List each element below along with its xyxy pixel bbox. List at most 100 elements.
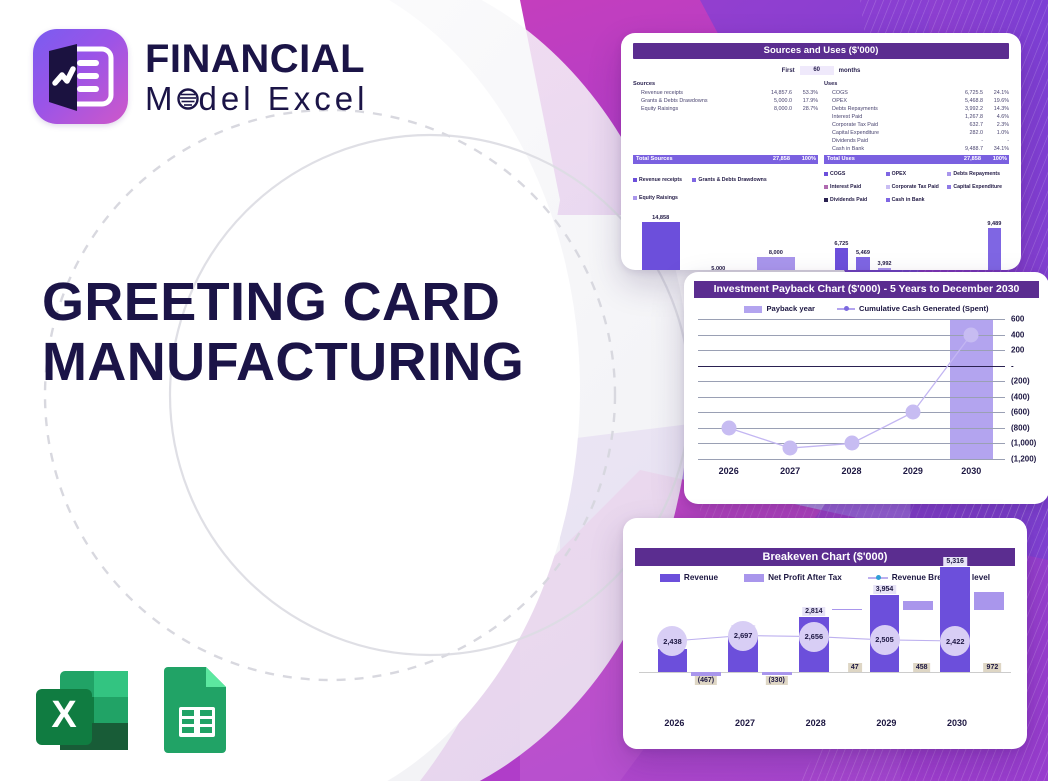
legend-line	[867, 574, 888, 580]
breakeven-card: Breakeven Chart ($'000) Revenue Net Prof…	[623, 518, 1027, 749]
row-value: 5,000.0	[774, 98, 792, 104]
poster-left-panel: FINANCIAL M del Excel	[30, 29, 525, 762]
legend-item: Cumulative Cash Generated (Spent)	[837, 304, 989, 313]
row-name: Capital Expenditure	[832, 130, 880, 136]
row-value: 9,488.7	[965, 146, 983, 152]
legend-swatch	[659, 573, 680, 582]
row-value: -	[981, 138, 983, 144]
y-tick: (1,000)	[1011, 438, 1037, 448]
y-tick: 600	[1011, 314, 1025, 324]
revenue-label: 5,316	[943, 557, 967, 567]
svg-text:X: X	[51, 694, 77, 736]
row-name: Cash in Bank	[832, 146, 865, 152]
table-row: Dividends Paid - -	[824, 137, 1009, 145]
legend-item: COGS	[824, 169, 880, 180]
total-value: 27,858	[963, 156, 981, 162]
investment-payback-card: Investment Payback Chart ($'000) - 5 Yea…	[684, 272, 1048, 504]
npat-label: (467)	[694, 676, 718, 686]
npat-label: 47	[847, 662, 862, 672]
npat-bar	[691, 671, 721, 677]
table-row: Equity Raisings 8,000.0 28.7%	[633, 105, 818, 113]
table-row: Capital Expenditure 282.0 1.0%	[824, 129, 1009, 137]
x-tick: 2030	[947, 718, 968, 728]
x-tick: 2029	[876, 718, 897, 728]
uses-total-row: Total Uses 27,858 100%	[824, 155, 1009, 164]
bar-label: 6,725	[834, 241, 849, 247]
legend-item: Equity Raisings	[633, 195, 678, 201]
npat-bar	[832, 609, 863, 611]
table-row: Grants & Debts Drawdowns 5,000.0 17.9%	[633, 97, 818, 105]
table-row: Revenue receipts 14,857.6 53.3%	[633, 89, 818, 97]
y-tick: 200	[1011, 345, 1025, 355]
legend-item: Revenue receipts	[633, 177, 682, 183]
x-tick: 2028	[805, 718, 826, 728]
revenue-label: 2,814	[802, 606, 826, 616]
data-point	[721, 420, 737, 436]
row-value: 282.0	[969, 130, 984, 136]
y-tick: (800)	[1011, 423, 1030, 433]
breakeven-plot: 1,140 (467) 1,848 (330) 2,814 47 3,954 4…	[639, 557, 1011, 728]
table-row: OPEX 5,468.8 19.6%	[824, 97, 1009, 105]
row-pct: 34.1%	[993, 146, 1009, 152]
legend-item: Dividends Paid	[824, 194, 880, 205]
row-pct: 14.3%	[993, 106, 1009, 112]
bar-label: 14,858	[652, 215, 670, 221]
legend-item: Debts Repayments	[947, 169, 1003, 180]
total-value: 27,858	[772, 156, 790, 162]
breakeven-point: 2,422	[940, 626, 971, 656]
breakeven-title: Breakeven Chart ($'000)	[635, 548, 1015, 566]
data-point	[844, 435, 859, 451]
legend-swatch	[744, 573, 765, 582]
row-value: 632.7	[969, 122, 984, 128]
y-tick: (400)	[1011, 392, 1030, 402]
row-pct: 17.9%	[802, 98, 818, 104]
y-tick: (1,200)	[1011, 454, 1037, 464]
total-pct: 100%	[801, 156, 816, 162]
bar: 3,992	[878, 261, 892, 270]
npat-label: 972	[983, 662, 1002, 672]
payback-plot: 600 400 200 - (200) (400) (600) (800) (1…	[698, 315, 1036, 476]
uses-bar-chart: 6,725 5,469 3,992 1,268	[831, 208, 1011, 270]
bar: 5,469	[856, 250, 870, 270]
period-months-input[interactable]: 60	[799, 66, 834, 75]
row-pct: 53.3%	[802, 90, 818, 96]
brand-name-secondary: M del Excel	[145, 79, 369, 117]
y-tick: -	[1011, 361, 1014, 371]
table-row: COGS 6,725.5 24.1%	[824, 89, 1009, 97]
sources-total-row: Total Sources 27,858 100%	[633, 155, 818, 164]
sources-uses-title: Sources and Uses ($'000)	[633, 43, 1009, 59]
google-sheets-icon	[160, 663, 234, 762]
npat-bar	[973, 591, 1004, 611]
payback-legend: Payback year Cumulative Cash Generated (…	[684, 304, 1048, 313]
row-pct: 19.6%	[993, 98, 1009, 104]
legend-item: Revenue Breakeven level	[867, 573, 990, 582]
breakeven-point: 2,656	[798, 621, 829, 652]
breakeven-point: 2,505	[869, 624, 900, 655]
x-tick: 2027	[780, 466, 801, 476]
period-row: First 60 months	[621, 66, 1021, 75]
app-badges: X	[30, 663, 234, 762]
brand-name-primary: FINANCIAL	[145, 36, 366, 81]
y-tick: (600)	[1011, 407, 1030, 417]
breakeven-point: 2,438	[657, 626, 688, 656]
payback-year-band	[949, 319, 993, 459]
bar-label: 3,992	[877, 261, 892, 267]
row-name: Interest Paid	[832, 114, 863, 120]
row-value: 14,857.6	[771, 90, 792, 96]
total-name: Total Uses	[827, 156, 855, 162]
uses-header: Uses	[824, 81, 838, 87]
payback-title: Investment Payback Chart ($'000) - 5 Yea…	[694, 281, 1039, 298]
table-row: Corporate Tax Paid 632.7 2.3%	[824, 121, 1009, 129]
period-label-first: First	[781, 67, 795, 74]
page-title: GREETING CARD MANUFACTURING	[42, 272, 525, 393]
row-name: Revenue receipts	[641, 90, 683, 96]
row-name: Corporate Tax Paid	[832, 122, 879, 128]
legend-item: Net Profit After Tax	[744, 573, 842, 582]
sources-header: Sources	[633, 81, 656, 87]
financial-model-app-icon	[33, 29, 128, 124]
row-pct: 24.1%	[993, 90, 1009, 96]
legend-item: OPEX	[885, 169, 942, 180]
row-name: Debts Repayments	[832, 106, 878, 112]
row-name: Grants & Debts Drawdowns	[641, 98, 708, 104]
npat-label: (330)	[765, 676, 788, 686]
